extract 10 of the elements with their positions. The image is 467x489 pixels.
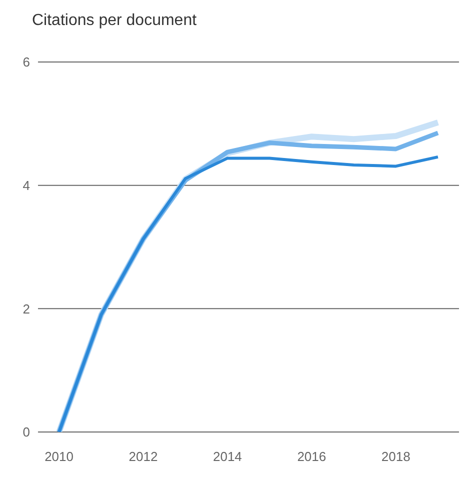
y-tick-label: 0 <box>22 424 30 440</box>
x-tick-label: 2010 <box>44 449 74 464</box>
x-tick-label: 2018 <box>381 449 410 464</box>
chart-title: Citations per document <box>31 11 198 31</box>
y-tick-label: 4 <box>22 178 30 193</box>
x-tick-label: 2014 <box>212 449 242 464</box>
x-tick-label: 2016 <box>297 449 326 464</box>
y-tick-label: 6 <box>22 54 30 70</box>
x-tick-label: 2012 <box>128 449 158 464</box>
y-tick-label: 2 <box>22 301 30 316</box>
